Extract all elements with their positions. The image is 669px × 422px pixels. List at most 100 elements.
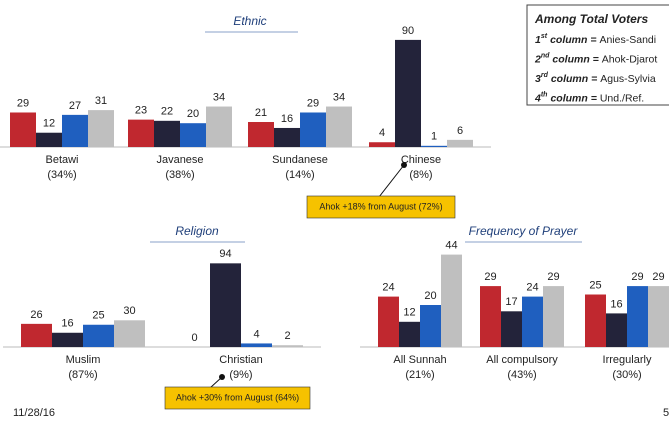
value-label: 20 xyxy=(424,290,436,302)
category-label: Sundanese xyxy=(272,154,328,166)
bar xyxy=(128,119,154,147)
annotation: Ahok +18% from August (72%) xyxy=(319,201,442,211)
legend-suffix: nd xyxy=(541,52,550,59)
legend-item: 4th column = Und./Ref. xyxy=(534,91,644,104)
value-label: 12 xyxy=(43,118,55,130)
value-label: 6 xyxy=(457,125,463,137)
category-label: All Sunnah xyxy=(393,354,446,366)
date: 11/28/16 xyxy=(13,407,55,419)
value-label: 24 xyxy=(526,282,538,294)
bar xyxy=(441,254,462,347)
value-label: 25 xyxy=(589,279,601,291)
value-label: 16 xyxy=(61,318,73,330)
annotation: Ahok +30% from August (64%) xyxy=(176,392,299,402)
value-label: 29 xyxy=(484,271,496,283)
annotation-box xyxy=(164,386,311,410)
bar xyxy=(210,263,241,347)
value-label: 1 xyxy=(431,131,437,143)
category-share: (9%) xyxy=(229,369,252,381)
value-label: 26 xyxy=(30,309,42,321)
value-label: 23 xyxy=(135,105,147,117)
bar xyxy=(585,294,606,347)
bar xyxy=(369,142,395,147)
bar xyxy=(154,120,180,147)
category-label: All compulsory xyxy=(486,354,558,366)
value-label: 17 xyxy=(505,296,517,308)
category-label: Christian xyxy=(219,354,262,366)
value-label: 29 xyxy=(307,97,319,109)
category-share: (34%) xyxy=(47,169,76,181)
legend-column: column = xyxy=(550,92,596,104)
value-label: 30 xyxy=(123,305,135,317)
legend-suffix: st xyxy=(541,33,548,40)
legend-ordinal: 2 xyxy=(534,53,541,65)
bar xyxy=(114,320,145,347)
value-label: 44 xyxy=(445,240,457,252)
legend-column: column = xyxy=(552,53,598,65)
value-label: 29 xyxy=(652,271,664,283)
bar xyxy=(206,106,232,147)
bar xyxy=(21,323,52,347)
value-label: 34 xyxy=(333,91,345,103)
category-share: (43%) xyxy=(507,369,536,381)
bar xyxy=(248,122,274,147)
category-share: (14%) xyxy=(285,169,314,181)
category-share: (21%) xyxy=(405,369,434,381)
value-label: 34 xyxy=(213,91,225,103)
legend-name: Agus-Sylvia xyxy=(600,73,656,85)
bar xyxy=(543,286,564,347)
legend-column: column = xyxy=(551,73,597,85)
category-label: Muslim xyxy=(66,354,101,366)
bar xyxy=(447,139,473,147)
value-label: 0 xyxy=(191,332,197,344)
value-label: 90 xyxy=(402,25,414,37)
value-label: 29 xyxy=(547,271,559,283)
bar xyxy=(274,127,300,147)
bar xyxy=(241,343,272,347)
legend-item: 3rd column = Agus-Sylvia xyxy=(535,72,656,85)
annotation-box xyxy=(306,195,456,219)
legend-name: Ahok-Djarot xyxy=(602,53,658,65)
bar xyxy=(378,296,399,347)
value-label: 4 xyxy=(379,127,385,139)
bar xyxy=(501,311,522,347)
bar xyxy=(480,286,501,347)
value-label: 12 xyxy=(403,307,415,319)
legend-name: Anies-Sandi xyxy=(599,34,656,46)
bar xyxy=(36,132,62,147)
bar xyxy=(627,286,648,347)
category-label: Javanese xyxy=(156,154,203,166)
legend-column: column = xyxy=(550,34,596,46)
chart-title: Religion xyxy=(175,224,219,238)
category-label: Betawi xyxy=(45,154,78,166)
legend-ordinal: 3 xyxy=(535,73,541,85)
legend-box xyxy=(526,4,669,106)
value-label: 29 xyxy=(17,97,29,109)
bar xyxy=(62,114,88,147)
annotation-dot xyxy=(401,162,407,168)
value-label: 21 xyxy=(255,107,267,119)
bar xyxy=(300,112,326,147)
chart-title: Ethnic xyxy=(233,14,266,28)
bar xyxy=(421,145,447,147)
annotation-dot xyxy=(219,374,225,380)
legend-suffix: th xyxy=(541,91,548,98)
bar xyxy=(272,345,303,347)
value-label: 31 xyxy=(95,95,107,107)
chart-title: Frequency of Prayer xyxy=(469,224,579,238)
bar xyxy=(83,324,114,347)
value-label: 27 xyxy=(69,100,81,112)
value-label: 16 xyxy=(610,298,622,310)
category-share: (87%) xyxy=(68,369,97,381)
annotation-arrow xyxy=(378,164,405,198)
bar xyxy=(399,321,420,347)
category-label: Chinese xyxy=(401,154,441,166)
value-label: 20 xyxy=(187,108,199,120)
value-label: 24 xyxy=(382,282,394,294)
category-share: (8%) xyxy=(409,169,432,181)
category-label: Irregularly xyxy=(603,354,652,366)
bar xyxy=(648,286,669,347)
value-label: 29 xyxy=(631,271,643,283)
bar xyxy=(10,112,36,147)
